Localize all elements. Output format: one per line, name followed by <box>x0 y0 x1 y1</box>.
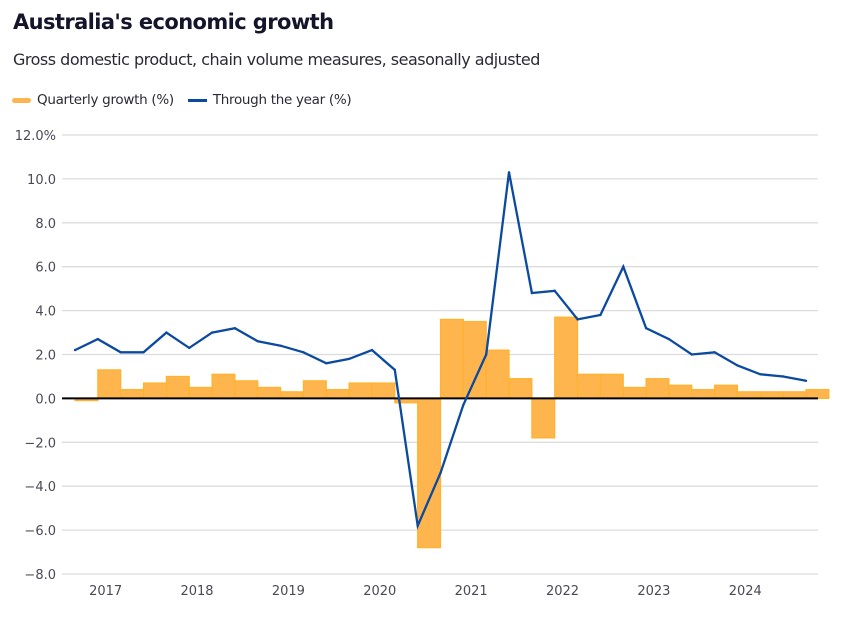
through-the-year-point <box>713 351 716 354</box>
through-the-year-point <box>210 331 214 334</box>
through-the-year-point <box>416 524 419 527</box>
through-the-year-point <box>690 353 693 356</box>
through-the-year-point <box>599 313 602 317</box>
quarterly-growth-bar <box>142 382 167 400</box>
through-the-year-point <box>439 471 442 475</box>
quarterly-growth-bar <box>805 389 830 399</box>
y-tick-label: −2.0 <box>24 436 56 451</box>
x-tick-label: 2022 <box>546 584 579 599</box>
x-tick-label: 2017 <box>89 584 122 599</box>
quarterly-growth-bar <box>257 386 282 399</box>
y-tick-label: 0.0 <box>35 392 56 407</box>
legend-swatch-line <box>187 98 207 102</box>
quarterly-growth-bar <box>576 373 602 400</box>
y-tick-label: 10.0 <box>27 173 56 188</box>
chart-title: Australia's economic growth <box>13 10 334 34</box>
quarterly-growth-bar <box>554 316 579 399</box>
quarterly-growth-bar <box>531 397 556 439</box>
through-the-year-point <box>142 351 145 354</box>
y-tick-label: −6.0 <box>24 524 56 539</box>
quarterly-growth-bar <box>302 380 327 399</box>
through-the-year-point <box>781 375 785 378</box>
y-tick-label: 2.0 <box>35 349 56 364</box>
through-the-year-point <box>165 331 168 334</box>
x-tick-label: 2023 <box>637 584 670 599</box>
quarterly-growth-bar <box>188 386 213 399</box>
through-the-year-point <box>644 326 648 330</box>
y-tick-label: 4.0 <box>35 305 56 320</box>
through-the-year-point <box>393 368 397 372</box>
through-the-year-point <box>233 326 237 330</box>
quarterly-growth-bar <box>439 318 464 400</box>
x-tick-label: 2020 <box>363 584 396 599</box>
x-tick-label: 2021 <box>455 584 488 599</box>
through-the-year-point <box>804 379 808 383</box>
through-the-year-point <box>119 351 122 354</box>
through-the-year-point <box>667 337 671 341</box>
through-the-year-point <box>484 353 488 356</box>
quarterly-growth-bar <box>668 384 693 400</box>
through-the-year-point <box>759 373 762 376</box>
through-the-year-point <box>462 403 465 407</box>
quarterly-growth-bar <box>599 373 624 400</box>
through-the-year-point <box>576 318 579 321</box>
quarterly-growth-bar <box>325 389 350 399</box>
through-the-year-point <box>279 344 282 347</box>
through-the-year-point <box>736 364 739 367</box>
quarterly-growth-bar <box>508 378 533 399</box>
y-tick-label: 8.0 <box>35 217 56 232</box>
through-the-year-point <box>622 265 625 268</box>
quarterly-growth-bar <box>645 378 670 399</box>
legend-item-quarterly: Quarterly growth (%) <box>12 92 174 108</box>
legend-label: Quarterly growth (%) <box>37 92 174 108</box>
y-tick-label: 12.0% <box>15 129 56 144</box>
through-the-year-point <box>347 357 351 361</box>
quarterly-growth-bar <box>691 389 716 399</box>
quarterly-growth-bar <box>371 382 396 400</box>
through-the-year-point <box>188 346 191 350</box>
y-tick-label: −4.0 <box>24 480 56 495</box>
quarterly-growth-bar <box>165 375 190 400</box>
through-the-year-point <box>370 348 374 352</box>
quarterly-growth-bar <box>120 389 145 399</box>
chart-subtitle: Gross domestic product, chain volume mea… <box>13 50 540 69</box>
quarterly-growth-bar <box>714 384 739 400</box>
quarterly-growth-bar <box>417 397 442 549</box>
legend-label: Through the year (%) <box>212 92 352 108</box>
through-the-year-point <box>553 289 556 293</box>
through-the-year-point <box>256 340 259 343</box>
legend: Quarterly growth (%) Through the year (%… <box>12 92 365 108</box>
quarterly-growth-bar <box>97 369 122 399</box>
quarterly-growth-bar <box>348 382 373 400</box>
quarterly-growth-bar <box>211 373 236 400</box>
through-the-year-point <box>530 291 534 295</box>
quarterly-growth-bar <box>234 380 259 399</box>
through-the-year-point <box>325 362 328 365</box>
through-the-year-point <box>73 348 77 352</box>
x-tick-label: 2018 <box>180 584 213 599</box>
x-tick-label: 2024 <box>729 584 762 599</box>
through-the-year-point <box>507 171 511 174</box>
quarterly-growth-bar <box>622 386 647 399</box>
legend-item-through-year: Through the year (%) <box>187 92 352 108</box>
through-the-year-point <box>302 351 305 354</box>
x-tick-label: 2019 <box>272 584 305 599</box>
legend-swatch-bar <box>12 97 31 103</box>
quarterly-growth-bar <box>485 349 510 399</box>
y-tick-label: −8.0 <box>24 568 56 583</box>
y-tick-label: 6.0 <box>35 261 56 276</box>
through-the-year-point <box>96 337 100 341</box>
